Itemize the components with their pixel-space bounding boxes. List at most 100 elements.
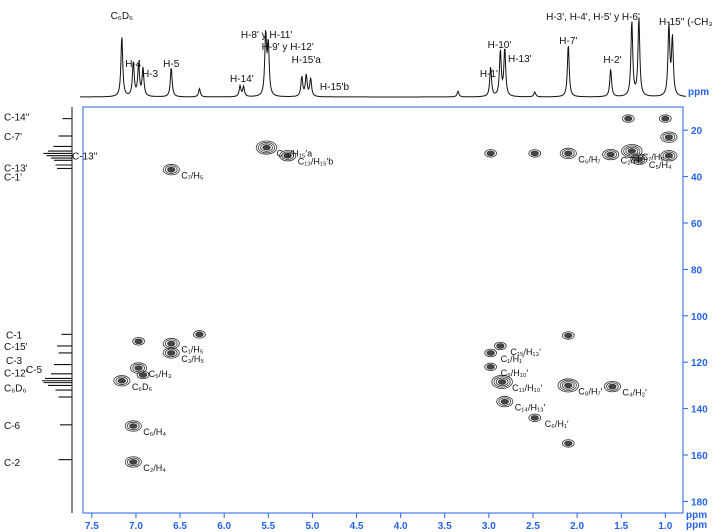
cross-peak-contour [129, 459, 138, 465]
carbon-peak-label: C-14'' [4, 112, 30, 123]
cross-peak-contour [662, 132, 676, 142]
cross-peak-contour [625, 146, 639, 156]
cross-peak-contour [604, 150, 617, 159]
carbon-peak-label: C-7' [4, 132, 22, 143]
cross-peak-contour [602, 148, 620, 161]
cross-peak-contour [255, 140, 278, 155]
cross-peak-contour [491, 374, 513, 389]
proton-peak-label: H-15'b [320, 82, 350, 93]
x-axis-ticks: 7.5 7.0 6.5 6.0 5.5 5.0 4.5 4.0 3.5 3.0 2.5 2.0 1.5 1… [85, 513, 673, 532]
cross-peak-contour [564, 332, 573, 339]
cross-peak-contour [279, 150, 297, 162]
cross-peak-label: C₁/H₁′ [501, 354, 525, 364]
cross-peak-contour [124, 456, 142, 468]
x-tick-label: 3.5 [438, 521, 452, 532]
proton-peak-label: H-5 [163, 59, 180, 70]
cross-peak-label: C₁₄/H₁₃′ [515, 403, 546, 413]
cross-peak-label: C₃/H₅ [181, 354, 204, 364]
cross-peak-contour [283, 152, 292, 159]
cross-peak-contour [561, 331, 575, 340]
proton-peak-label: H-15'a [292, 55, 322, 66]
cross-peak-contour [500, 398, 509, 405]
x-tick-label: 1.0 [658, 521, 672, 532]
cross-peak-contour [660, 131, 678, 143]
cross-peak-contour [124, 420, 142, 432]
proton-peak-label: H-10' [488, 40, 512, 51]
proton-peak-label: H-4 [125, 59, 142, 70]
top-spectrum-unit-label: ppm [688, 87, 709, 98]
carbon-peak-label: C-13' [4, 163, 28, 174]
proton-peak-label: H-14' [230, 74, 254, 85]
cross-peak-contour [129, 423, 138, 429]
cross-peak-label: C₁/H₅ [181, 345, 204, 355]
cross-peak-contour [484, 348, 497, 358]
proton-spectrum-line [80, 17, 686, 98]
proton-peak-label: H-2' [603, 55, 621, 66]
cross-peak-contour [496, 396, 514, 408]
carbon-peak-label: C₆D₆ [4, 384, 27, 395]
proton-peak-label: H-15'' (-CH₃) [659, 17, 712, 28]
cross-peak-contour [660, 150, 678, 162]
cross-peak-contour [664, 152, 673, 159]
cross-peak-contour [167, 350, 176, 356]
x-tick-label: 4.0 [394, 521, 408, 532]
cross-peak-label: C₈/H₇′ [578, 386, 602, 396]
x-tick-label: 4.5 [350, 521, 364, 532]
x-tick-label: 6.5 [173, 521, 187, 532]
cross-peak-contour [162, 164, 180, 176]
proton-peak-label: H-1' [480, 69, 498, 80]
cross-peak-contour [162, 347, 180, 359]
cross-peak-contour [134, 338, 143, 345]
y-tick-label: 80 [691, 265, 703, 276]
cross-peak-contour [528, 413, 542, 423]
cross-peak-contour [559, 147, 577, 159]
y-tick-label: 20 [691, 126, 703, 137]
carbon-peak-label: C-15' [4, 342, 28, 353]
cross-peak-contour [498, 379, 507, 385]
cross-peak-contour [115, 376, 129, 385]
cross-peak-contour [557, 378, 579, 393]
cross-peak-contour [603, 380, 621, 393]
y-tick-label: 140 [691, 405, 708, 416]
carbon-peak-labels: C-14''C-7'C-13''C-13'C-1'C-1C-15'C-3C-5C… [4, 112, 98, 469]
cross-peak-contour [624, 115, 633, 122]
proton-peak-label: C₆D₆ [111, 11, 134, 22]
cross-peak-contour [167, 340, 176, 347]
cross-peak-contour [627, 148, 636, 154]
cross-peak-contour [564, 382, 573, 389]
cross-peak-contour [561, 381, 575, 390]
plot-frame [82, 106, 684, 514]
proton-peak-label: H-8' y H-11' [241, 30, 293, 41]
cross-peak-label: C₄/H₂′ [622, 388, 647, 398]
cross-peak-contour [164, 348, 178, 358]
x-tick-label: 3.0 [482, 521, 496, 532]
cross-peak-contour [621, 144, 643, 159]
proton-1d-spectrum [80, 17, 686, 98]
x-axis-unit-label: ppm [686, 520, 707, 531]
cross-peak-label: C₆/H₁′ [545, 419, 569, 429]
cross-peak-contour [634, 156, 643, 163]
cross-peak-contour [498, 397, 512, 406]
x-tick-label: 5.0 [305, 521, 319, 532]
carbon-peak-label: C-1 [6, 330, 23, 341]
cross-peak-contour [559, 379, 577, 391]
carbon-peak-label: C-13'' [72, 152, 98, 163]
cross-peak-contour [630, 153, 648, 165]
cross-peak-contour [195, 331, 204, 338]
cross-peak-contour [113, 375, 131, 387]
cross-peak-contour [260, 143, 273, 152]
cross-peak-contour [486, 364, 495, 370]
carbon-peak-label: C-2 [4, 458, 21, 469]
cross-peak-contour [132, 337, 145, 346]
cross-peak-contour [484, 362, 497, 372]
x-tick-label: 2.0 [570, 521, 584, 532]
cross-peak-contour [606, 382, 619, 391]
cross-peak-contour [659, 114, 672, 123]
cross-peak-contour [132, 363, 145, 373]
x-tick-label: 1.5 [614, 521, 628, 532]
cross-peak-contour [494, 341, 507, 351]
cross-peak-label: C₆D₆ [132, 382, 153, 392]
proton-peak-label: H-9' y H-12' [262, 42, 314, 53]
y-axis-unit-label: ppm [686, 510, 707, 521]
